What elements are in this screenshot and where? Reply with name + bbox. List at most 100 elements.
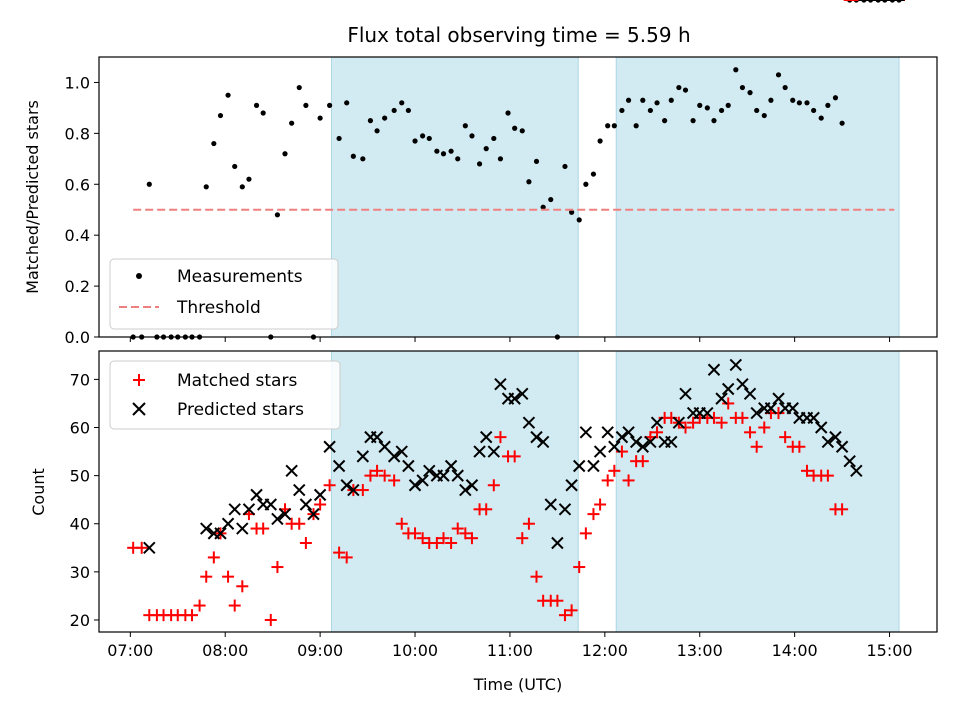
matched-star-point [516,532,529,545]
measurement-point [344,100,350,106]
predicted-star-point [565,479,578,492]
measurement-point [440,151,447,157]
predicted-star-point [416,474,429,487]
matched-star-point [416,532,429,545]
predicted-star-point [387,450,401,463]
measurement-point [253,102,260,108]
measurement-point [289,120,295,126]
predicted-star-point [465,479,479,492]
predicted-star-point [285,464,298,478]
measurement-point [839,120,845,126]
bottom-legend: Matched stars Predicted stars [109,360,341,430]
measurement-point [825,102,831,108]
matched-star-point [459,527,472,540]
predicted-star-point [423,464,436,478]
bottom-y-tick-label: 60 [70,419,90,438]
predicted-star-point [516,387,529,401]
measurement-point [327,102,333,108]
predicted-star-point [264,498,277,511]
x-tick-label: 11:00 [487,641,533,660]
predicted-star-point [451,469,464,482]
matched-star-point [821,469,834,482]
predicted-star-point [573,459,586,473]
measurement-point [336,135,342,142]
measurement-point [476,161,483,167]
measurement-point [232,163,238,170]
matched-star-point [744,426,757,439]
predicted-star-point [736,377,749,391]
predicted-star-point [593,445,607,458]
matched-star-point [388,474,401,487]
matched-star-point [522,517,535,530]
legend-measurements-marker [136,273,142,279]
predicted-star-point [622,426,635,439]
measurement-point [519,128,525,134]
predicted-star-point [707,363,721,376]
measurement-point [412,138,418,144]
measurement-point [526,179,532,185]
predicted-star-point [829,430,842,444]
measurement-point [548,196,554,203]
measurement-point [697,102,703,108]
predicted-star-point [679,387,692,401]
predicted-star-point [250,488,263,502]
matched-star-point [271,561,284,574]
matched-star-point [707,411,720,424]
matched-star-point [323,479,336,492]
matched-star-point [587,508,600,521]
bottom-y-tick-label: 50 [70,467,90,486]
matched-star-point [236,580,249,593]
top-shaded-interval-2 [615,56,900,338]
predicted-star-point [608,440,621,453]
predicted-star-point [551,536,564,550]
measurement-point [625,97,632,103]
matched-star-point [622,474,635,487]
measurement-point [811,107,817,114]
predicted-star-point [530,430,543,444]
bottom-panel-frame [98,350,938,633]
measurement-point [540,204,546,210]
matched-star-point [200,570,213,583]
measurement-point [754,107,760,114]
measurement-point [605,123,611,129]
matched-star-point [722,397,735,410]
matched-star-point [371,464,384,477]
x-tick-label: 14:00 [772,641,818,660]
bottom-panel: 07:00 08:00 09:00 10:00 11:00 12:00 13:00 14:00… [29,0,938,694]
measurement-point [611,123,617,129]
measurement-point [761,112,767,119]
predicted-star-point [843,454,856,468]
predicted-star-point [473,445,486,458]
predicted-star-point [636,440,650,453]
predicted-star-point [786,402,799,415]
measurement-point [203,184,209,190]
bottom-shaded-interval-2 [615,350,900,633]
x-tick-label: 10:00 [392,641,438,660]
matched-star-point [222,570,235,583]
matched-star-point [715,416,728,429]
matched-star-point [594,498,607,511]
predicted-star-point [650,416,664,429]
measurement-point [434,148,440,154]
legend-measurements-label: Measurements [177,267,303,287]
x-tick-label: 08:00 [202,641,248,660]
predicted-star-point [340,479,353,492]
legend-matched-label: Matched stars [177,371,297,391]
matched-star-point [836,503,849,516]
x-tick-label: 09:00 [297,641,343,660]
matched-star-point [293,517,306,530]
predicted-star-point [544,498,557,511]
measurement-point [704,105,710,111]
x-tick-label: 15:00 [866,641,912,660]
measurement-point [350,153,356,159]
predicted-star-point [764,402,778,415]
chart-title: Flux total observing time = 5.59 h [347,23,690,47]
measurement-point [583,181,589,187]
measurement-point [469,133,475,139]
matched-star-point [800,464,813,477]
predicted-star-point [293,483,306,497]
matched-star-point [530,570,543,583]
predicted-star-point [508,392,521,405]
predicted-star-point [408,479,422,492]
measurement-point [483,146,489,152]
